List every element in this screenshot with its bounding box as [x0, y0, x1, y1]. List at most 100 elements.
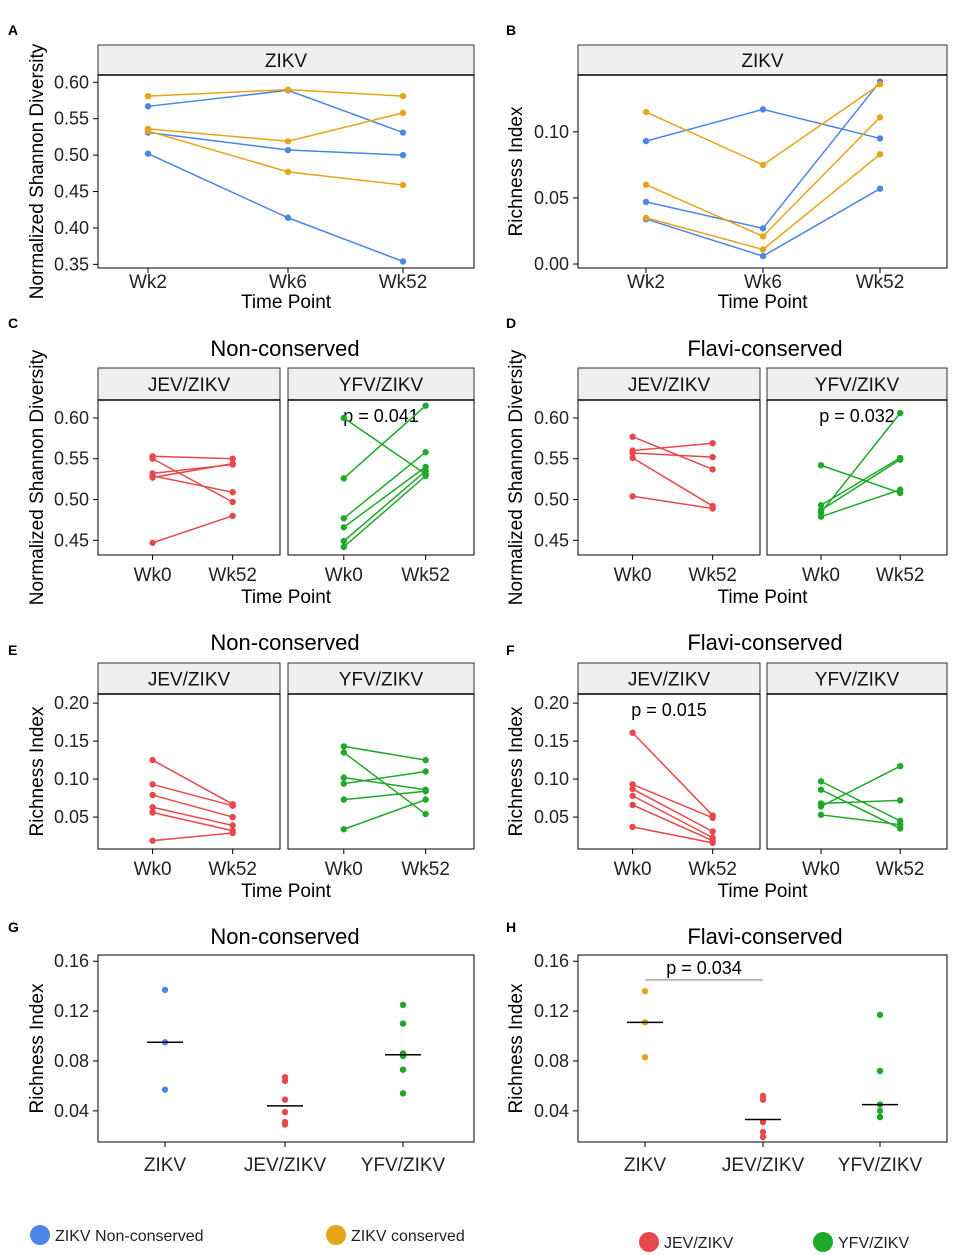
x-tick-label: Wk52 [401, 565, 450, 586]
data-point [284, 138, 292, 145]
pair-line [632, 804, 713, 842]
x-tick-label: Wk6 [269, 272, 307, 293]
pair-line [343, 798, 426, 830]
panel-letter: A [8, 22, 18, 38]
pair-line [820, 457, 901, 506]
plot-border [577, 399, 761, 556]
data-point [629, 792, 636, 800]
data-point [149, 455, 156, 462]
y-axis-label: Normalized Shannon Diversity [27, 43, 48, 299]
panel-title: Non-conserved [210, 630, 359, 655]
facet-strip-label: ZIKV [265, 51, 308, 72]
data-point [817, 513, 825, 520]
data-point [149, 809, 156, 816]
y-axis-label: Normalized Shannon Diversity [506, 349, 527, 605]
data-point [284, 168, 292, 176]
y-tick-label: 0.45 [54, 530, 89, 550]
facet-strip-label: JEV/ZIKV [148, 375, 231, 396]
data-point [876, 135, 884, 142]
data-point [817, 803, 825, 810]
data-point [229, 802, 236, 809]
facet-strip [577, 44, 948, 76]
data-point [340, 826, 347, 833]
data-point [629, 449, 636, 457]
data-point [340, 774, 347, 781]
legend-label: ZIKV Non-conserved [55, 1228, 204, 1245]
data-point [281, 1121, 289, 1128]
data-point [897, 456, 904, 463]
y-tick-label: 0.10 [534, 122, 569, 142]
panel-letter: C [8, 315, 18, 331]
data-point [759, 161, 767, 169]
x-axis-label: Time Point [241, 292, 332, 313]
x-tick-label: ZIKV [624, 1155, 667, 1176]
pair-line [632, 452, 713, 458]
data-point [897, 409, 904, 417]
pair-line [820, 412, 901, 514]
data-point [144, 103, 152, 110]
data-point [759, 233, 767, 240]
pair-line [152, 811, 233, 832]
panel-h: H Flavi-conserved 0.04 0.08 0.12 0.16 Richness… [506, 919, 948, 1176]
plot-border [577, 693, 761, 850]
plot-border [766, 693, 948, 850]
pair-line [820, 789, 901, 830]
data-point [897, 821, 904, 828]
facet-2: YFV/ZIKV Wk0 Wk52 [287, 662, 475, 880]
data-point [284, 214, 292, 221]
y-axis-label: Richness Index [27, 706, 48, 836]
data-point [229, 512, 236, 520]
panel-d: D Flavi-conserved JEV/ZIKV Wk0 Wk52 YFV/ZIKV W… [506, 315, 948, 608]
y-tick-label: 0.50 [534, 490, 569, 510]
pair-line [632, 795, 714, 839]
series-line [645, 116, 881, 238]
x-tick-label: Wk52 [208, 565, 257, 586]
panel-title: Flavi-conserved [687, 630, 842, 655]
pair-line [632, 442, 713, 452]
panel-c: C Non-conserved JEV/ZIKV Wk0 Wk52 YFV/ZIKV Wk0… [8, 315, 475, 608]
data-point [876, 1113, 884, 1121]
p-value-annotation: p = 0.041 [343, 406, 419, 426]
data-point [161, 986, 169, 994]
x-tick-label: ZIKV [144, 1155, 187, 1176]
data-point [149, 539, 156, 546]
x-tick-label: Wk0 [325, 565, 363, 586]
data-point [897, 797, 904, 804]
data-point [876, 1107, 884, 1115]
legend-label: YFV/ZIKV [838, 1235, 909, 1252]
data-point [229, 829, 236, 837]
pair-line [820, 780, 901, 822]
data-point [641, 1054, 649, 1061]
data-point [759, 225, 767, 232]
legend-item: YFV/ZIKV [813, 1232, 909, 1252]
pair-line [820, 489, 901, 518]
data-point [422, 768, 429, 775]
x-tick-label: Wk0 [802, 565, 840, 586]
y-axis-label: Normalized Shannon Diversity [27, 349, 48, 605]
facet-strip-label: JEV/ZIKV [148, 670, 231, 691]
y-tick-label: 0.05 [534, 807, 569, 827]
data-point [144, 92, 152, 100]
pair-line [152, 794, 233, 818]
data-point [876, 1011, 884, 1019]
x-axis-label: Time Point [241, 881, 332, 902]
series-line [645, 188, 881, 257]
legend-swatch [30, 1225, 50, 1245]
data-point [340, 515, 347, 522]
data-point [759, 1118, 767, 1126]
data-point [229, 813, 236, 821]
y-tick-label: 0.60 [54, 408, 89, 428]
data-point [399, 181, 407, 189]
y-tick-label: 0.00 [534, 254, 569, 274]
series-line [147, 131, 404, 156]
data-point [422, 810, 429, 818]
plot-border [97, 74, 475, 269]
panel-letter: E [8, 642, 17, 658]
facet-strip-label: YFV/ZIKV [339, 670, 424, 691]
x-tick-label: Wk52 [688, 565, 737, 586]
y-tick-label: 0.55 [534, 449, 569, 469]
y-tick-label: 0.10 [534, 769, 569, 789]
p-value-annotation: p = 0.032 [819, 406, 895, 426]
pair-line [343, 417, 427, 475]
data-point [759, 252, 767, 260]
